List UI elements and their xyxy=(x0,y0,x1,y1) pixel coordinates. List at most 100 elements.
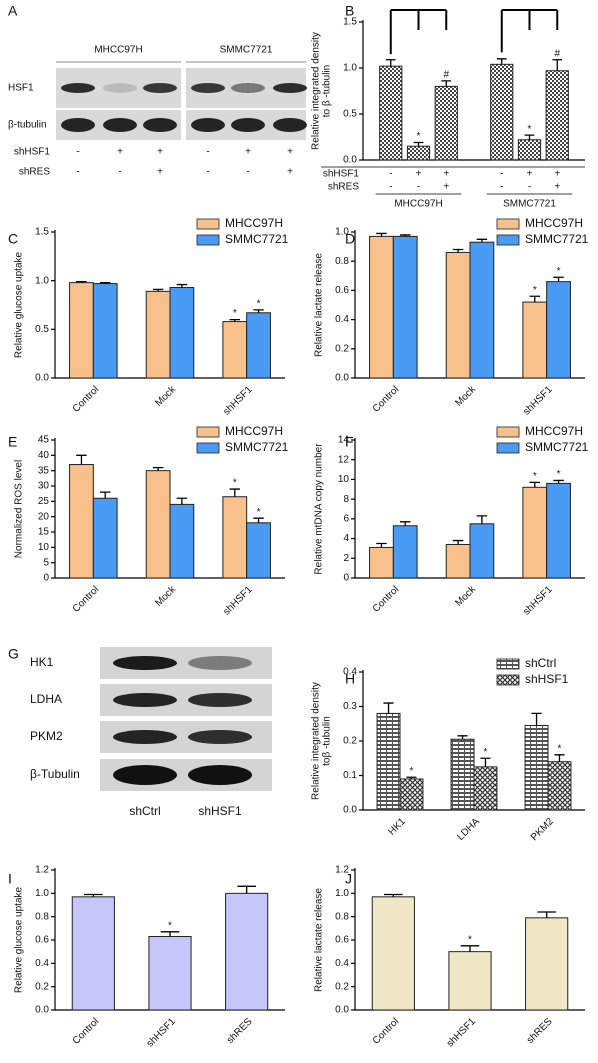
legend-swatch xyxy=(496,426,520,438)
significance-mark: * xyxy=(557,469,561,480)
condition-sign: + xyxy=(157,147,163,158)
blot-row-label: LDHA xyxy=(30,692,62,706)
condition-sign: + xyxy=(157,167,163,178)
error-bar xyxy=(480,757,491,767)
y-tick-label: 0.4 xyxy=(35,958,49,969)
blot-band xyxy=(231,118,265,132)
error-bar xyxy=(529,481,541,488)
significance-mark: * xyxy=(528,124,532,135)
bar xyxy=(545,70,569,161)
x-tick-label: Mock xyxy=(453,384,478,409)
error-bar xyxy=(554,754,565,762)
condition-sign: - xyxy=(76,147,79,158)
legend-label: SMMC7721 xyxy=(225,232,289,246)
bar xyxy=(222,496,248,579)
condition-sign: + xyxy=(443,182,449,193)
blot-band xyxy=(113,730,177,744)
panel-letter: H xyxy=(345,671,355,687)
legend-label: shCtrl xyxy=(525,656,556,670)
error-bar xyxy=(76,280,87,283)
y-tick-label: 0.6 xyxy=(335,935,349,946)
error-bar xyxy=(441,80,452,87)
y-tick-label: 0.4 xyxy=(335,314,349,325)
y-tick-label: 5 xyxy=(43,557,49,568)
y-tick-label: 0.4 xyxy=(335,958,349,969)
error-bar xyxy=(99,491,111,499)
condition-label: shRES xyxy=(328,182,359,193)
bar xyxy=(445,251,471,379)
error-bar xyxy=(383,702,394,714)
error-bar xyxy=(537,911,556,918)
blot-row-label: HK1 xyxy=(30,655,54,669)
y-tick-label: 10 xyxy=(338,474,350,485)
significance-mark: * xyxy=(168,920,172,931)
condition-label: shHSF1 xyxy=(323,169,360,180)
x-tick-label: Control xyxy=(71,584,102,615)
condition-sign: + xyxy=(554,169,560,180)
error-bar xyxy=(531,712,542,726)
y-tick-label: 0.6 xyxy=(35,935,49,946)
error-bar xyxy=(385,59,396,67)
x-tick-label: Control xyxy=(371,1016,402,1047)
y-tick-label: 25 xyxy=(38,496,50,507)
condition-sign: + xyxy=(287,167,293,178)
blot-band xyxy=(143,118,177,132)
error-bar xyxy=(452,539,464,545)
x-tick-label: shHSF1 xyxy=(221,584,255,618)
condition-sign: - xyxy=(528,182,531,193)
legend-label: SMMC7721 xyxy=(525,232,589,246)
significance-mark: * xyxy=(417,131,421,142)
error-bar xyxy=(229,488,241,497)
bar xyxy=(522,301,548,379)
legend-label: MHCC97H xyxy=(225,216,283,230)
bar xyxy=(145,290,171,379)
significance-mark: * xyxy=(468,934,472,945)
error-bar xyxy=(413,141,424,147)
bar xyxy=(445,543,471,579)
x-tick-label: shHSF1 xyxy=(221,384,255,418)
condition-sign: - xyxy=(389,182,392,193)
significance-mark: * xyxy=(410,766,414,777)
y-tick-label: 0.1 xyxy=(343,770,357,781)
error-bar xyxy=(229,318,241,322)
error-bar xyxy=(160,931,180,937)
y-tick-label: 12 xyxy=(338,454,350,465)
condition-sign: - xyxy=(500,182,503,193)
x-tick-label: Control xyxy=(71,384,102,415)
y-tick-label: 10 xyxy=(38,542,50,553)
y-tick-label: 0 xyxy=(343,573,349,584)
legend-swatch xyxy=(496,658,520,670)
blot-band xyxy=(188,730,252,744)
y-axis-label: Relative lactate release xyxy=(314,888,325,992)
blot-band xyxy=(113,656,177,670)
significance-mark: # xyxy=(443,70,449,81)
y-tick-label: 14 xyxy=(338,435,350,446)
error-bar xyxy=(399,521,411,526)
y-axis-label: toβ -tubulin xyxy=(322,716,333,766)
y-tick-label: 30 xyxy=(38,481,50,492)
condition-sign: + xyxy=(287,147,293,158)
blot-band xyxy=(231,83,265,93)
bar xyxy=(406,145,431,161)
y-tick-label: 1.0 xyxy=(335,888,349,899)
bar xyxy=(469,523,495,579)
condition-sign: - xyxy=(389,169,392,180)
y-tick-label: 0.8 xyxy=(35,911,49,922)
y-tick-label: 0.2 xyxy=(343,736,357,747)
blot-band xyxy=(188,765,252,785)
y-tick-label: 6 xyxy=(343,513,349,524)
panel-letter: C xyxy=(8,231,18,247)
y-tick-label: 0.0 xyxy=(335,373,349,384)
legend-label: MHCC97H xyxy=(525,424,583,438)
error-bar xyxy=(253,517,264,523)
panel-letter: J xyxy=(345,871,352,887)
x-tick-label: LDHA xyxy=(455,816,482,843)
blot-band xyxy=(188,656,252,670)
condition-sign: - xyxy=(206,167,209,178)
legend-label: SMMC7721 xyxy=(225,440,289,454)
bar xyxy=(369,546,394,579)
x-tick-label: Control xyxy=(371,584,402,615)
bar xyxy=(399,778,424,811)
